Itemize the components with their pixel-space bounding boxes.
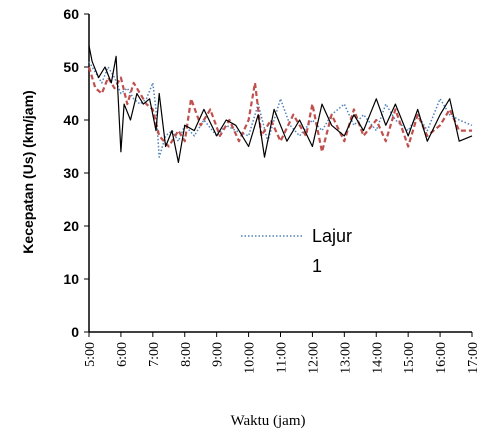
y-tick-label: 0	[71, 324, 79, 340]
y-tick-label: 40	[63, 112, 79, 128]
x-tick-label: 11:00	[275, 342, 290, 373]
y-tick-label: 20	[63, 218, 79, 234]
y-tick-label: 10	[63, 271, 79, 287]
legend-label-line2: 1	[312, 256, 322, 276]
x-tick-label: 8:00	[179, 342, 194, 367]
series-line-3	[88, 45, 473, 163]
legend: Lajur 1	[241, 226, 352, 276]
x-axis-title: Waktu (jam)	[230, 413, 305, 429]
x-tick-label: 6:00	[115, 342, 130, 367]
series-line-1	[88, 61, 473, 158]
x-tick-label: 5:00	[83, 342, 98, 367]
x-tick-label: 7:00	[147, 342, 162, 367]
x-tick-label: 10:00	[243, 342, 258, 374]
legend-label-line1: Lajur	[312, 226, 352, 246]
x-tick-label: 15:00	[402, 342, 417, 374]
x-ticks: 5:00 6:00 7:00 8:00 9:00 10:00 11:00 12:00 13:00…	[83, 332, 478, 374]
x-tick-label: 16:00	[434, 342, 449, 374]
y-tick-label: 50	[63, 59, 79, 75]
x-tick-label: 17:00	[466, 342, 478, 374]
x-tick-label: 12:00	[306, 342, 321, 374]
series-layer	[87, 45, 473, 163]
y-axis-title: Kecepatan (Us) (km/jam)	[20, 90, 36, 253]
y-tick-label: 60	[63, 6, 79, 22]
series-line-2	[87, 66, 472, 153]
x-tick-label: 9:00	[211, 342, 226, 367]
y-tick-label: 30	[63, 165, 79, 181]
x-tick-label: 13:00	[338, 342, 353, 374]
y-ticks: 0 10 20 30 40 50 60	[63, 6, 89, 340]
x-tick-label: 14:00	[370, 342, 385, 374]
